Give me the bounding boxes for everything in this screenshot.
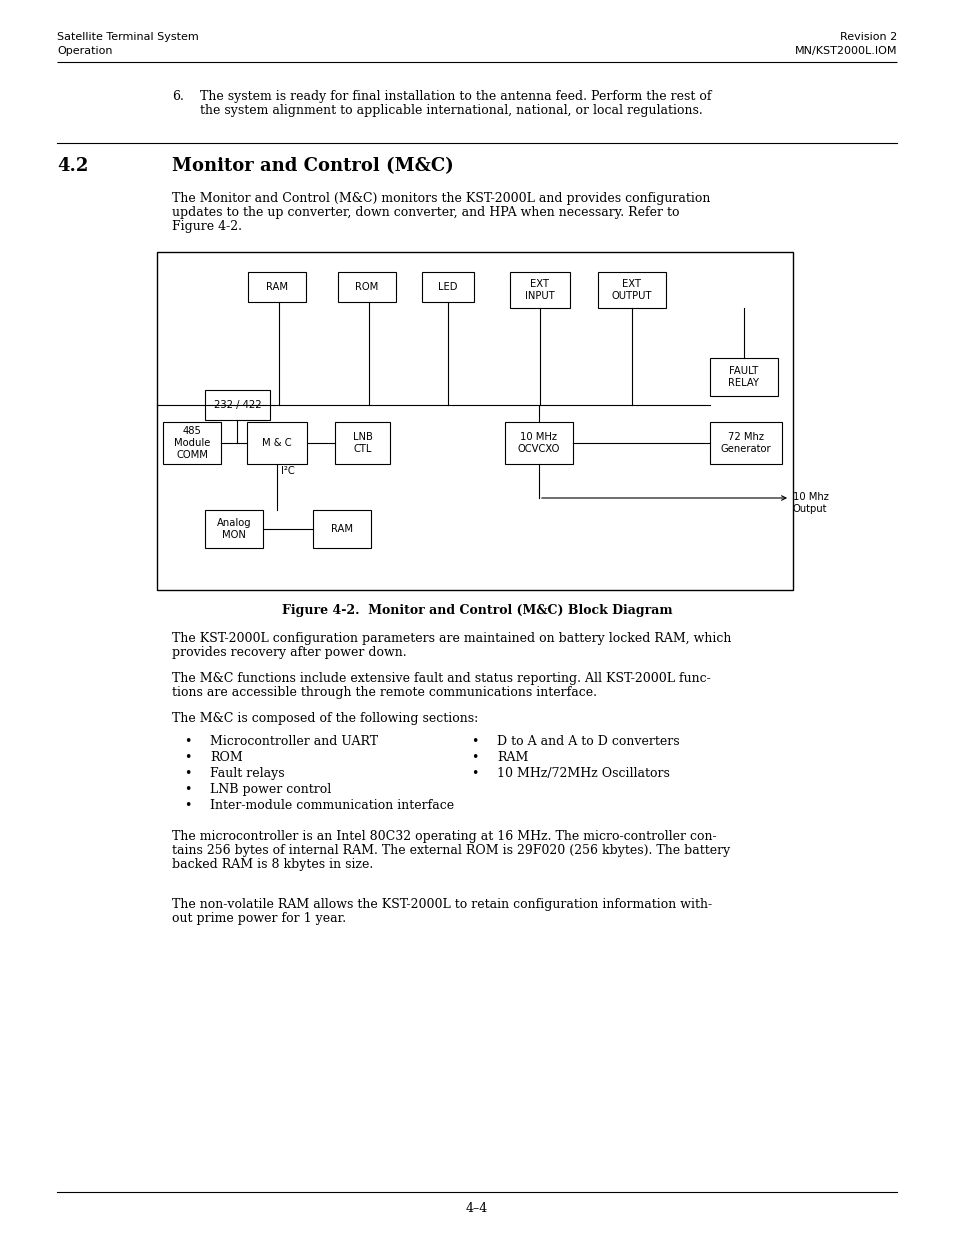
Text: 232 / 422: 232 / 422 — [213, 400, 261, 410]
Text: ROM: ROM — [355, 282, 378, 291]
Text: D to A and A to D converters: D to A and A to D converters — [497, 735, 679, 748]
Text: •: • — [471, 735, 478, 748]
Text: Satellite Terminal System: Satellite Terminal System — [57, 32, 198, 42]
Text: 4–4: 4–4 — [465, 1202, 488, 1215]
Text: LNB power control: LNB power control — [210, 783, 331, 797]
Text: Operation: Operation — [57, 46, 112, 56]
Text: Monitor and Control (M&C): Monitor and Control (M&C) — [172, 157, 454, 175]
Text: •: • — [184, 799, 192, 811]
Bar — [205, 390, 270, 420]
Text: The system is ready for final installation to the antenna feed. Perform the rest: The system is ready for final installati… — [200, 90, 711, 103]
Bar — [157, 252, 792, 590]
Text: LED: LED — [437, 282, 457, 291]
Text: •: • — [471, 751, 478, 764]
Text: 4.2: 4.2 — [57, 157, 89, 175]
Bar — [313, 510, 371, 548]
Text: provides recovery after power down.: provides recovery after power down. — [172, 646, 406, 659]
Bar — [598, 272, 665, 308]
Text: the system alignment to applicable international, national, or local regulations: the system alignment to applicable inter… — [200, 104, 702, 117]
Text: Revision 2: Revision 2 — [839, 32, 896, 42]
Text: 10 Mhz
Output: 10 Mhz Output — [792, 492, 828, 514]
Bar — [337, 272, 395, 303]
Text: Inter-module communication interface: Inter-module communication interface — [210, 799, 454, 811]
Text: Analog
MON: Analog MON — [216, 519, 251, 540]
Bar — [709, 422, 781, 464]
Bar — [248, 272, 306, 303]
Text: out prime power for 1 year.: out prime power for 1 year. — [172, 911, 346, 925]
Text: The non-volatile RAM allows the KST-2000L to retain configuration information wi: The non-volatile RAM allows the KST-2000… — [172, 898, 711, 911]
Text: 6.: 6. — [172, 90, 184, 103]
Text: LNB
CTL: LNB CTL — [353, 432, 372, 453]
Bar — [510, 272, 569, 308]
Text: •: • — [184, 751, 192, 764]
Text: tions are accessible through the remote communications interface.: tions are accessible through the remote … — [172, 685, 597, 699]
Text: •: • — [184, 767, 192, 781]
Text: M & C: M & C — [262, 438, 292, 448]
Text: updates to the up converter, down converter, and HPA when necessary. Refer to: updates to the up converter, down conver… — [172, 206, 679, 219]
Text: The Monitor and Control (M&C) monitors the KST-2000L and provides configuration: The Monitor and Control (M&C) monitors t… — [172, 191, 710, 205]
Text: EXT
OUTPUT: EXT OUTPUT — [611, 279, 652, 301]
Text: Figure 4-2.: Figure 4-2. — [172, 220, 242, 233]
Text: •: • — [471, 767, 478, 781]
Bar — [504, 422, 573, 464]
Text: RAM: RAM — [497, 751, 528, 764]
Text: The microcontroller is an Intel 80C32 operating at 16 MHz. The micro-controller : The microcontroller is an Intel 80C32 op… — [172, 830, 716, 844]
Bar — [421, 272, 474, 303]
Text: Microcontroller and UART: Microcontroller and UART — [210, 735, 377, 748]
Text: •: • — [184, 783, 192, 797]
Bar — [335, 422, 390, 464]
Bar — [247, 422, 307, 464]
Text: 10 MHz
OCVCXO: 10 MHz OCVCXO — [517, 432, 559, 453]
Bar — [205, 510, 263, 548]
Text: EXT
INPUT: EXT INPUT — [524, 279, 555, 301]
Text: MN/KST2000L.IOM: MN/KST2000L.IOM — [794, 46, 896, 56]
Text: •: • — [184, 735, 192, 748]
Text: The M&C functions include extensive fault and status reporting. All KST-2000L fu: The M&C functions include extensive faul… — [172, 672, 710, 685]
Text: I²C: I²C — [281, 466, 294, 475]
Text: 10 MHz/72MHz Oscillators: 10 MHz/72MHz Oscillators — [497, 767, 669, 781]
Text: tains 256 bytes of internal RAM. The external ROM is 29F020 (256 kbytes). The ba: tains 256 bytes of internal RAM. The ext… — [172, 844, 729, 857]
Text: 72 Mhz
Generator: 72 Mhz Generator — [720, 432, 771, 453]
Bar — [163, 422, 221, 464]
Text: backed RAM is 8 kbytes in size.: backed RAM is 8 kbytes in size. — [172, 858, 373, 871]
Text: The KST-2000L configuration parameters are maintained on battery locked RAM, whi: The KST-2000L configuration parameters a… — [172, 632, 731, 645]
Text: 485
Module
COMM: 485 Module COMM — [173, 426, 210, 459]
Bar — [709, 358, 778, 396]
Text: RAM: RAM — [266, 282, 288, 291]
Text: Fault relays: Fault relays — [210, 767, 284, 781]
Text: FAULT
RELAY: FAULT RELAY — [728, 367, 759, 388]
Text: RAM: RAM — [331, 524, 353, 534]
Text: ROM: ROM — [210, 751, 242, 764]
Text: Figure 4-2.  Monitor and Control (M&C) Block Diagram: Figure 4-2. Monitor and Control (M&C) Bl… — [281, 604, 672, 618]
Text: The M&C is composed of the following sections:: The M&C is composed of the following sec… — [172, 713, 477, 725]
